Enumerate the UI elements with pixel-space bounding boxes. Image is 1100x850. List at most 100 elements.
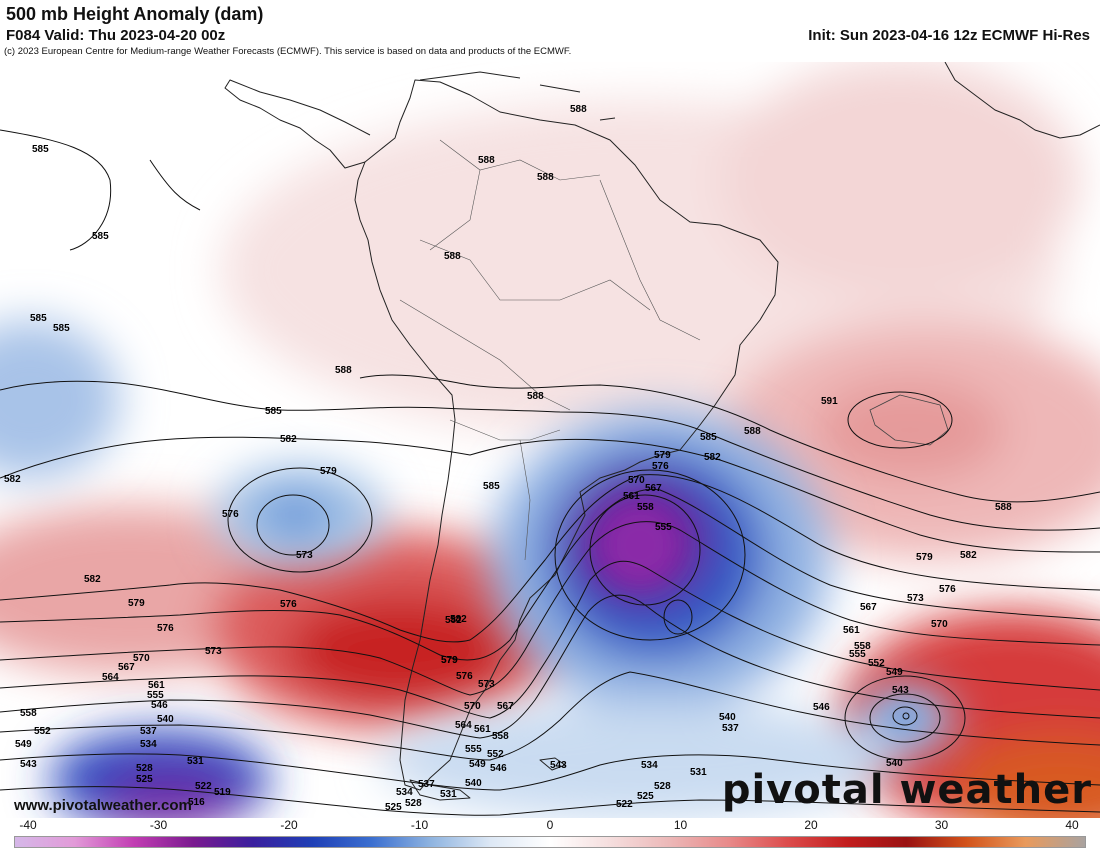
contour-label: 588 [478, 155, 495, 166]
colorbar-tick-label: -10 [410, 818, 429, 832]
contour-561 [0, 594, 1100, 739]
contour-label: 546 [490, 763, 507, 774]
contour-label: 570 [464, 701, 481, 712]
low-center-se-dot [902, 712, 910, 720]
map-title: 500 mb Height Anomaly (dam) [6, 4, 264, 24]
contour-582-north [0, 436, 1100, 553]
height-anomaly-map: 585 585 585 585 585 585 585 588 588 588 … [0, 62, 1100, 818]
contour-label: 588 [995, 502, 1012, 513]
contour-588-pacific [149, 159, 201, 211]
contour-label: 570 [133, 653, 150, 664]
contour-label: 585 [483, 481, 500, 492]
contour-label: 582 [704, 452, 721, 463]
contour-label: 585 [700, 432, 717, 443]
contour-585-north [0, 380, 1100, 531]
low-center-se-inner [892, 706, 918, 726]
colorbar-tick-label: 40 [1065, 818, 1079, 832]
contour-label: 582 [280, 434, 297, 445]
contour-585-west [0, 129, 112, 251]
contour-label: 576 [652, 461, 669, 472]
contour-label: 525 [385, 802, 402, 813]
central-america-outline [224, 79, 371, 169]
contour-label: 552 [487, 749, 504, 760]
caribbean-islands [419, 71, 616, 121]
contour-label: 558 [637, 502, 654, 513]
contour-label: 516 [188, 797, 205, 808]
contour-label: 543 [550, 760, 567, 771]
init-time: Init: Sun 2023-04-16 12z ECMWF Hi-Res [808, 27, 1090, 44]
negative-anomaly-sw-core [100, 770, 240, 818]
colorbar-tick-label: 30 [934, 818, 949, 832]
contour-label: 582 [450, 614, 467, 625]
positive-anomaly-east-core [815, 380, 1005, 480]
contour-label: 585 [30, 313, 47, 324]
negative-anomaly-far-west [0, 320, 120, 480]
contour-label: 588 [444, 251, 461, 262]
contour-label: 555 [849, 649, 866, 660]
colorbar-tick-label: -20 [280, 818, 298, 832]
contour-label: 573 [205, 646, 222, 657]
contour-label: 534 [140, 739, 157, 750]
contour-label: 576 [280, 599, 297, 610]
contour-label: 570 [628, 475, 645, 486]
contour-label: 573 [478, 679, 495, 690]
contour-label: 555 [147, 690, 164, 701]
contour-label: 582 [4, 474, 21, 485]
contour-label: 537 [418, 779, 435, 790]
contour-label: 579 [320, 466, 337, 477]
contour-label: 588 [537, 172, 554, 183]
contour-label: 588 [744, 426, 761, 437]
contour-label: 582 [84, 574, 101, 585]
trough-center-mid [589, 494, 701, 606]
positive-anomaly-chile-core [285, 595, 515, 705]
high-center-591 [847, 391, 953, 449]
coastlines [224, 62, 1100, 801]
contour-label: 561 [148, 680, 165, 691]
positive-anomaly-southeast-core [950, 735, 1100, 818]
contour-label: 561 [474, 724, 491, 735]
contour-label: 582 [960, 550, 977, 561]
contour-label: 540 [465, 778, 482, 789]
contour-label: 543 [20, 759, 37, 770]
contour-label: 573 [296, 550, 313, 561]
contour-label: 540 [157, 714, 174, 725]
contour-label: 579 [654, 450, 671, 461]
political-borders [399, 139, 701, 561]
island-feature [869, 394, 949, 446]
height-contours [0, 129, 1100, 816]
contour-label: 537 [140, 726, 157, 737]
contour-label: 522 [195, 781, 212, 792]
contour-label: 585 [32, 144, 49, 155]
contour-label: 534 [641, 760, 658, 771]
contour-label: 540 [886, 758, 903, 769]
contour-label: 552 [34, 726, 51, 737]
colorbar-tick-label: 0 [546, 818, 554, 832]
contour-label: 525 [136, 774, 153, 785]
contour-label: 588 [527, 391, 544, 402]
contour-label: 585 [92, 231, 109, 242]
contour-567 [0, 560, 1100, 719]
contour-label: 567 [497, 701, 514, 712]
contour-588 [359, 374, 1100, 503]
colorbar-tick-label: -30 [149, 818, 168, 832]
low-center-se-outer [844, 675, 966, 761]
contour-546 [0, 753, 1100, 791]
contour-label: 555 [655, 522, 672, 533]
contour-label: 534 [396, 787, 413, 798]
contour-label: 576 [456, 671, 473, 682]
contour-label: 522 [616, 799, 633, 810]
contour-label: 579 [916, 552, 933, 563]
contour-label: 585 [265, 406, 282, 417]
contour-label: 570 [931, 619, 948, 630]
watermark-url: www.pivotalweather.com [14, 797, 192, 814]
contour-label: 531 [690, 767, 707, 778]
low-center-pacific-outer [227, 467, 373, 573]
contour-label: 579 [128, 598, 145, 609]
contour-label: 558 [20, 708, 37, 719]
low-center-pacific [256, 494, 330, 556]
contour-label: 558 [854, 641, 871, 652]
contour-label: 555 [465, 744, 482, 755]
copyright-credit: (c) 2023 European Centre for Medium-rang… [4, 46, 572, 57]
contour-label: 540 [719, 712, 736, 723]
contour-label: 531 [187, 756, 204, 767]
